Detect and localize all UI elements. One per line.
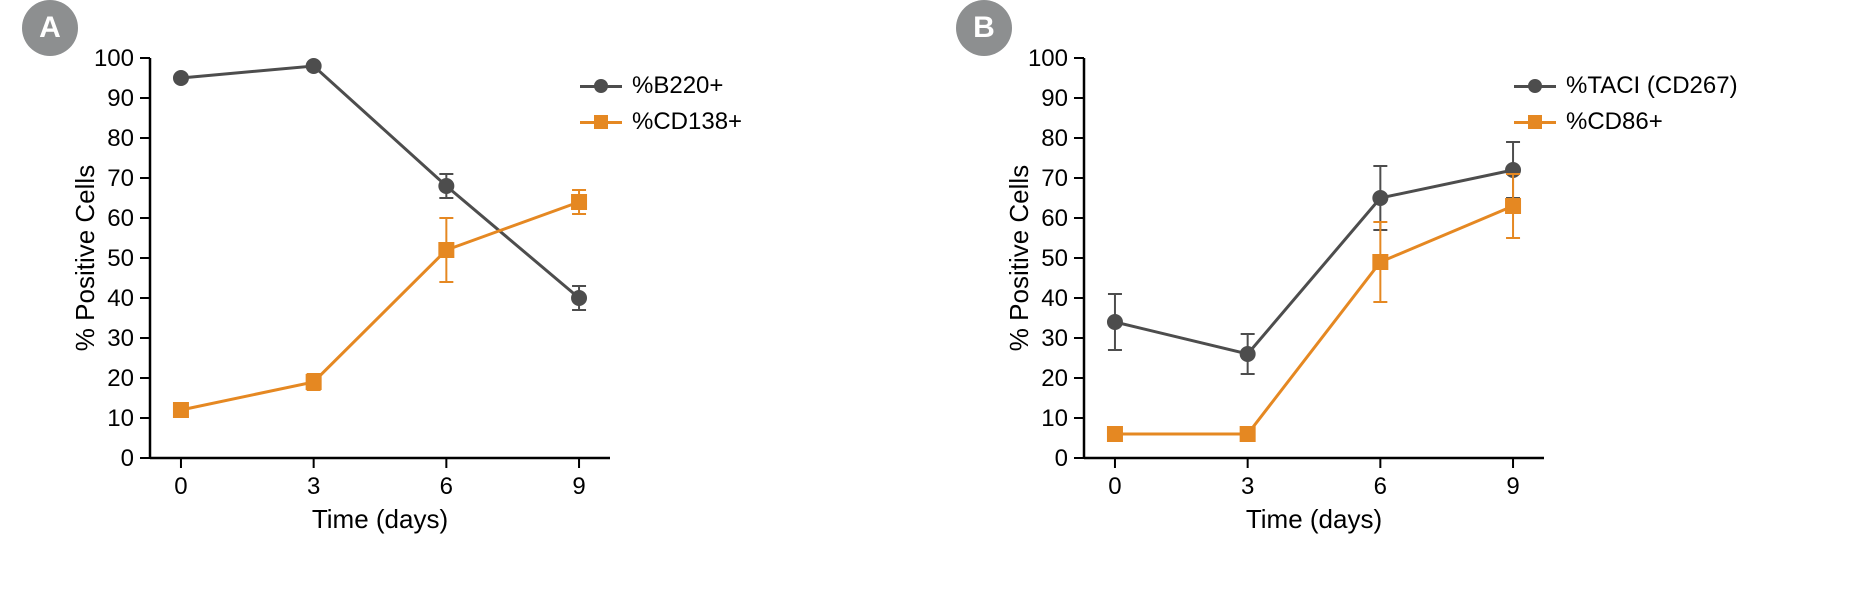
- y-tick-label: 0: [1055, 445, 1068, 472]
- square-marker-icon: [1528, 115, 1542, 129]
- x-axis-label: Time (days): [1246, 504, 1382, 534]
- y-tick-label: 70: [1041, 165, 1068, 192]
- series-marker-circle: [438, 178, 454, 194]
- chart-area: 0 10 20 30 40 50 60 70 80 90 100 0 3 6 9 % Positive Cel…: [70, 48, 620, 538]
- y-tick-label: 10: [107, 405, 134, 432]
- panel-b: B01020304050607080901000369% Positive Ce…: [934, 0, 1868, 610]
- y-tick-label: 50: [107, 245, 134, 272]
- y-tick-label: 40: [107, 285, 134, 312]
- y-tick-label: 60: [1041, 205, 1068, 232]
- y-tick-label: 70: [107, 165, 134, 192]
- x-tick-label: 3: [307, 473, 320, 500]
- series-line: [1115, 206, 1513, 434]
- circle-marker-icon: [594, 79, 608, 93]
- x-tick-label: 0: [1108, 473, 1121, 500]
- series-marker-circle: [1372, 190, 1388, 206]
- series-marker-circle: [173, 70, 189, 86]
- y-tick-label: 20: [1041, 365, 1068, 392]
- series-marker-circle: [571, 290, 587, 306]
- legend: %B220+ %CD138+: [580, 68, 742, 140]
- x-tick-label: 3: [1241, 473, 1254, 500]
- y-tick-label: 30: [1041, 325, 1068, 352]
- y-tick-label: 100: [1028, 48, 1068, 72]
- legend-symbol: [580, 112, 622, 132]
- series-line: [181, 202, 579, 410]
- x-tick-label: 6: [440, 473, 453, 500]
- series-marker-square: [1372, 254, 1388, 270]
- y-tick-label: 20: [107, 365, 134, 392]
- legend-item: %TACI (CD267): [1514, 68, 1738, 104]
- y-tick-label: 10: [1041, 405, 1068, 432]
- x-tick-label: 9: [1506, 473, 1519, 500]
- y-tick-label: 60: [107, 205, 134, 232]
- y-tick-label: 90: [1041, 85, 1068, 112]
- chart-area: 0 10 20 30 40 50 60 70 80 90 100 0 3 6 9 % Positive Cel…: [1004, 48, 1554, 538]
- y-tick-label: 80: [107, 125, 134, 152]
- x-axis-label: Time (days): [312, 504, 448, 534]
- y-tick-label: 40: [1041, 285, 1068, 312]
- y-tick-label: 90: [107, 85, 134, 112]
- series-marker-square: [438, 242, 454, 258]
- x-tick-label: 9: [572, 473, 585, 500]
- legend-item: %CD138+: [580, 104, 742, 140]
- legend-label: %TACI (CD267): [1566, 72, 1738, 100]
- series-marker-circle: [1240, 346, 1256, 362]
- circle-marker-icon: [1528, 79, 1542, 93]
- legend-symbol: [580, 76, 622, 96]
- y-tick-label: 50: [1041, 245, 1068, 272]
- legend-item: %B220+: [580, 68, 742, 104]
- legend-symbol: [1514, 112, 1556, 132]
- legend-symbol: [1514, 76, 1556, 96]
- series-marker-square: [1505, 198, 1521, 214]
- panel-a: A01020304050607080901000369% Positive Ce…: [0, 0, 934, 610]
- chart-svg: 0 10 20 30 40 50 60 70 80 90 100 0 3 6 9 % Positive Cel…: [70, 48, 620, 538]
- y-tick-label: 30: [107, 325, 134, 352]
- legend-label: %CD138+: [632, 108, 742, 136]
- y-tick-label: 80: [1041, 125, 1068, 152]
- series-marker-circle: [1107, 314, 1123, 330]
- figure: A01020304050607080901000369% Positive Ce…: [0, 0, 1868, 610]
- y-axis-label: % Positive Cells: [1004, 165, 1034, 351]
- y-tick-label: 100: [94, 48, 134, 72]
- square-marker-icon: [594, 115, 608, 129]
- series-marker-square: [306, 374, 322, 390]
- series-marker-square: [1240, 426, 1256, 442]
- legend-label: %B220+: [632, 72, 723, 100]
- series-marker-square: [1107, 426, 1123, 442]
- legend-label: %CD86+: [1566, 108, 1663, 136]
- series-line: [181, 66, 579, 298]
- legend-item: %CD86+: [1514, 104, 1738, 140]
- series-marker-square: [173, 402, 189, 418]
- series-marker-circle: [306, 58, 322, 74]
- legend: %TACI (CD267) %CD86+: [1514, 68, 1738, 140]
- chart-svg: 0 10 20 30 40 50 60 70 80 90 100 0 3 6 9 % Positive Cel…: [1004, 48, 1554, 538]
- series-line: [1115, 170, 1513, 354]
- y-axis-label: % Positive Cells: [70, 165, 100, 351]
- x-tick-label: 0: [174, 473, 187, 500]
- y-tick-label: 0: [121, 445, 134, 472]
- series-marker-square: [571, 194, 587, 210]
- x-tick-label: 6: [1374, 473, 1387, 500]
